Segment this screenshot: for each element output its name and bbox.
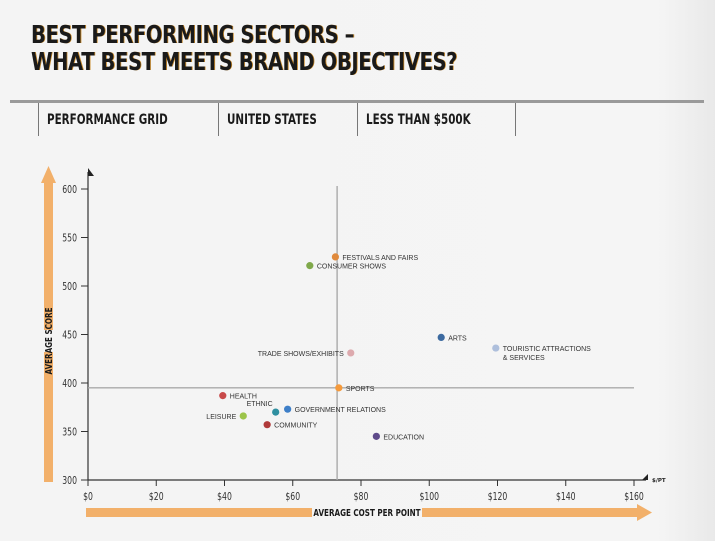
point-label: ARTS [448, 335, 467, 342]
point-marker [335, 384, 343, 392]
x-tick-label: $0 [83, 491, 93, 503]
point-marker [347, 349, 355, 357]
y-tick-label: 450 [62, 330, 77, 342]
point-label: GOVERNMENT RELATIONS [295, 407, 386, 414]
point-label: HEALTH [230, 394, 257, 401]
point-marker [437, 333, 445, 342]
x-arrow-left [86, 508, 312, 517]
point-label: TRADE SHOWS/EXHIBITS [258, 351, 344, 358]
point-marker [239, 412, 247, 420]
data-point: TRADE SHOWS/EXHIBITS [258, 349, 355, 358]
x-arrow-head [637, 504, 652, 521]
data-point: SPORTS [335, 384, 375, 393]
y-arrow-upper [44, 182, 53, 330]
title-line-1: BEST PERFORMING SECTORS – [31, 20, 355, 49]
data-point: TOURISTIC ATTRACTIONS & SERVICES [492, 344, 591, 362]
point-marker [272, 408, 280, 416]
y-axis-arrowhead [88, 168, 94, 176]
y-tick-label: 600 [62, 184, 77, 196]
point-label: SPORTS [346, 386, 375, 393]
y-arrow-head [41, 166, 56, 183]
data-point: EDUCATION [372, 432, 424, 441]
y-tick-label: 400 [62, 378, 77, 390]
point-label: FESTIVALS AND FAIRS [342, 255, 418, 262]
point-label: TOURISTIC ATTRACTIONS [503, 346, 591, 353]
data-point: ETHNIC [247, 401, 280, 416]
title-line-2: WHAT BEST MEETS BRAND OBJECTIVES? [31, 47, 458, 76]
x-arrow-right [422, 508, 638, 517]
point-label: COMMUNITY [274, 423, 317, 430]
data-point: LEISURE [206, 412, 247, 421]
point-label: CONSUMER SHOWS [317, 264, 387, 271]
x-axis-arrowhead [642, 474, 648, 480]
point-marker [284, 405, 292, 413]
point-marker [219, 392, 227, 400]
data-point: ARTS [437, 333, 467, 342]
point-marker [492, 344, 500, 352]
tab-less-than-500k[interactable]: LESS THAN $500K [356, 103, 516, 136]
header-divider [10, 100, 704, 103]
page-title: BEST PERFORMING SECTORS – WHAT BEST MEET… [31, 21, 457, 75]
x-unit-label: $/PT [652, 478, 666, 484]
y-tick-label: 500 [62, 281, 77, 293]
y-tick-label: 550 [62, 233, 77, 245]
point-label: EDUCATION [383, 434, 424, 441]
data-point: COMMUNITY [263, 421, 318, 430]
point-marker [331, 253, 340, 261]
point-marker [263, 421, 271, 429]
point-marker [306, 262, 314, 270]
x-axis-title: AVERAGE COST PER POINT [313, 508, 420, 519]
x-tick-label: $100 [419, 491, 439, 503]
data-point: FESTIVALS AND FAIRS [331, 253, 418, 262]
y-tick-label: 350 [62, 427, 77, 439]
data-point: GOVERNMENT RELATIONS [284, 405, 386, 414]
data-point: HEALTH [219, 392, 257, 401]
point-label: ETHNIC [247, 401, 273, 408]
x-tick-label: $140 [556, 491, 576, 503]
data-point: CONSUMER SHOWS [306, 262, 386, 271]
y-arrow-lower [44, 352, 53, 482]
point-marker [372, 432, 380, 440]
x-tick-label: $120 [488, 491, 508, 503]
point-label-line2: & SERVICES [503, 355, 545, 362]
filter-tabs: PERFORMANCE GRID UNITED STATES LESS THAN… [38, 103, 516, 136]
tab-united-states[interactable]: UNITED STATES [218, 103, 356, 136]
x-tick-label: $40 [217, 491, 232, 503]
y-axis-title: AVERAGE SCORE [44, 307, 55, 374]
x-tick-label: $80 [354, 491, 369, 503]
point-label: LEISURE [206, 414, 236, 421]
tab-performance-grid[interactable]: PERFORMANCE GRID [38, 103, 218, 136]
y-tick-label: 300 [62, 475, 77, 487]
x-tick-label: $60 [285, 491, 300, 503]
x-tick-label: $20 [149, 491, 164, 503]
x-tick-label: $160 [624, 491, 644, 503]
